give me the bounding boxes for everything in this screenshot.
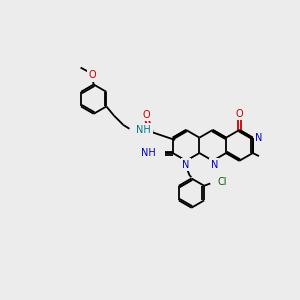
Text: NH: NH [141,148,156,158]
Text: O: O [142,110,150,120]
Text: O: O [88,70,96,80]
Text: N: N [255,133,262,142]
Text: NH: NH [136,124,151,135]
Text: Cl: Cl [217,177,227,187]
Text: N: N [182,160,190,170]
Text: N: N [211,160,218,170]
Text: O: O [236,109,243,119]
